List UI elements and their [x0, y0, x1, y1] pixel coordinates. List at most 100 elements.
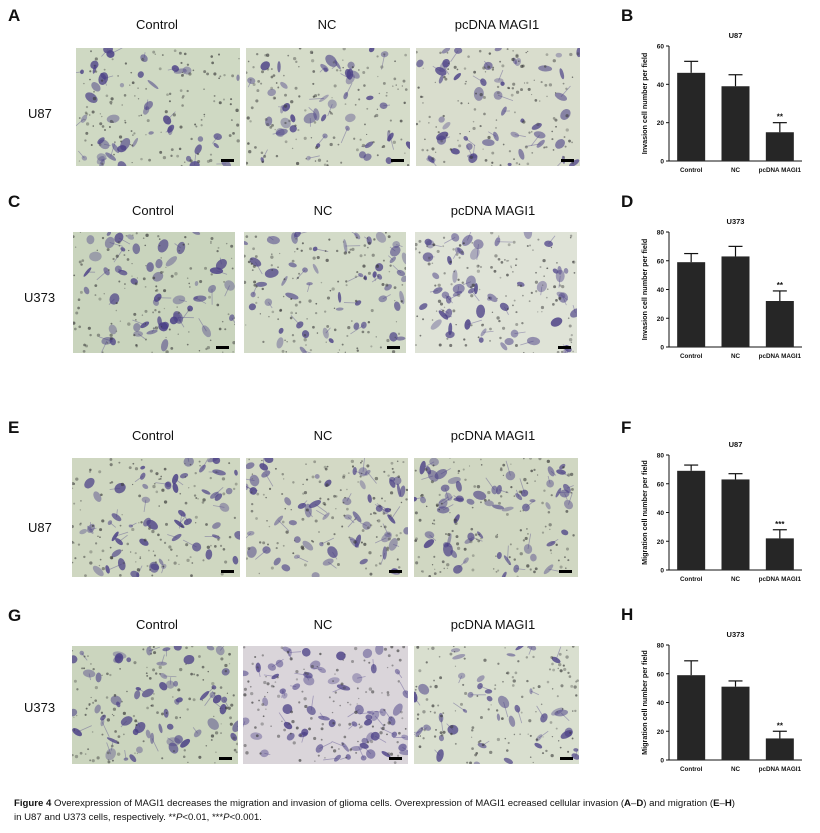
panel-letter-b: B — [621, 6, 634, 25]
panel-letter-d: D — [621, 192, 634, 211]
x-tick-label: pcDNA MAGI1 — [759, 576, 802, 583]
caption-p: P — [223, 812, 230, 823]
y-tick-label: 40 — [657, 700, 665, 707]
scale-bar — [221, 570, 234, 573]
bar — [721, 256, 750, 347]
caption-line-2: in U87 and U373 cells, respectively. **P… — [14, 811, 814, 825]
y-tick-label: 60 — [657, 258, 665, 265]
panel-letter-f: F — [621, 418, 632, 437]
column-header-nc: NC — [313, 617, 333, 632]
caption-text: <0.01, *** — [182, 812, 224, 823]
micrograph-image — [246, 48, 410, 166]
panel-letter-g: G — [8, 606, 22, 625]
caption-text: ) — [731, 798, 735, 809]
panel-letter-c: C — [8, 192, 21, 211]
micrograph-image — [243, 646, 408, 764]
chart-title: U87 — [729, 440, 743, 449]
x-tick-label: pcDNA MAGI1 — [759, 167, 802, 174]
micrograph-image — [76, 48, 240, 166]
caption-ref: A — [624, 798, 631, 809]
y-axis-label: Invasion cell number per field — [640, 53, 649, 154]
scale-bar — [219, 757, 232, 760]
y-tick-label: 0 — [660, 159, 664, 166]
micrograph — [243, 646, 408, 764]
chart-title: U87 — [729, 31, 743, 40]
row-label-u373: U373 — [24, 290, 56, 305]
y-axis-label: Invasion cell number per field — [640, 239, 649, 340]
scale-bar — [389, 757, 402, 760]
y-tick-label: 0 — [660, 345, 664, 352]
micrograph — [414, 458, 578, 577]
bar-chart: U373 Invasion cell number per field 0 20 40 6… — [640, 217, 802, 360]
significance-label: ** — [777, 113, 784, 122]
panel-letter-h: H — [621, 605, 634, 624]
column-header-nc: NC — [313, 428, 333, 443]
y-tick-label: 40 — [657, 510, 665, 517]
column-header-pcdna-magi1: pcDNA MAGI1 — [450, 428, 536, 443]
y-tick-label: 0 — [660, 758, 664, 765]
caption-label: Figure 4 — [14, 798, 52, 809]
column-header-pcdna-magi1: pcDNA MAGI1 — [450, 617, 536, 632]
panel-letter-e: E — [8, 418, 20, 437]
caption-ref: D — [636, 798, 644, 809]
micrograph — [72, 458, 240, 577]
micrograph — [244, 232, 406, 353]
y-tick-label: 60 — [657, 481, 665, 488]
micrograph — [246, 458, 408, 577]
micrograph-image — [244, 232, 406, 353]
x-tick-label: pcDNA MAGI1 — [759, 353, 802, 360]
caption-text: <0.001. — [229, 812, 262, 823]
micrograph — [73, 232, 235, 353]
column-header-nc: NC — [317, 17, 337, 32]
caption-dash: – — [719, 798, 725, 809]
x-tick-label: Control — [680, 766, 703, 773]
micrograph-image — [415, 232, 577, 353]
y-tick-label: 0 — [660, 568, 664, 575]
x-tick-label: NC — [731, 576, 741, 583]
bar — [721, 86, 750, 161]
caption-text: Overexpression of MAGI1 decreases the mi… — [51, 798, 625, 809]
column-header-nc: NC — [313, 203, 333, 218]
bar — [721, 479, 750, 570]
bar-chart: U87 Invasion cell number per field 0 20 40 60… — [640, 31, 802, 174]
y-tick-label: 20 — [657, 729, 665, 736]
micrograph — [416, 48, 580, 166]
x-tick-label: NC — [731, 167, 741, 174]
y-axis-label: Migration cell number per field — [640, 460, 649, 565]
significance-label: ** — [777, 281, 784, 290]
bar — [677, 72, 706, 161]
column-header-pcdna-magi1: pcDNA MAGI1 — [454, 17, 540, 32]
y-tick-label: 80 — [657, 453, 665, 460]
y-tick-label: 20 — [657, 316, 665, 323]
micrograph — [415, 232, 577, 353]
y-tick-label: 80 — [657, 230, 665, 237]
panel-letter-a: A — [8, 6, 21, 25]
micrograph — [76, 48, 240, 166]
column-header-control: Control — [132, 203, 174, 218]
column-header-control: Control — [136, 17, 178, 32]
column-header-control: Control — [136, 617, 178, 632]
micrograph — [246, 48, 410, 166]
micrograph-image — [414, 646, 579, 764]
figure-caption: Figure 4 Overexpression of MAGI1 decreas… — [14, 797, 814, 825]
scale-bar — [387, 346, 400, 349]
bar — [765, 301, 794, 347]
x-tick-label: pcDNA MAGI1 — [759, 766, 802, 773]
micrograph-image — [246, 458, 408, 577]
micrograph-image — [72, 458, 240, 577]
caption-p: P — [175, 812, 183, 823]
micrograph — [72, 646, 238, 764]
micrograph-image — [73, 232, 235, 353]
scale-bar — [389, 570, 402, 573]
y-tick-label: 60 — [657, 671, 665, 678]
caption-ref: H — [724, 798, 732, 809]
significance-label: *** — [775, 520, 785, 529]
y-tick-label: 40 — [657, 82, 665, 89]
x-tick-label: Control — [680, 576, 703, 583]
y-tick-label: 40 — [657, 287, 665, 294]
bar — [677, 675, 706, 760]
caption-line-1: Figure 4 Overexpression of MAGI1 decreas… — [14, 797, 814, 811]
micrograph — [414, 646, 579, 764]
y-tick-label: 60 — [657, 44, 665, 51]
caption-text: ) and migration ( — [643, 798, 714, 809]
